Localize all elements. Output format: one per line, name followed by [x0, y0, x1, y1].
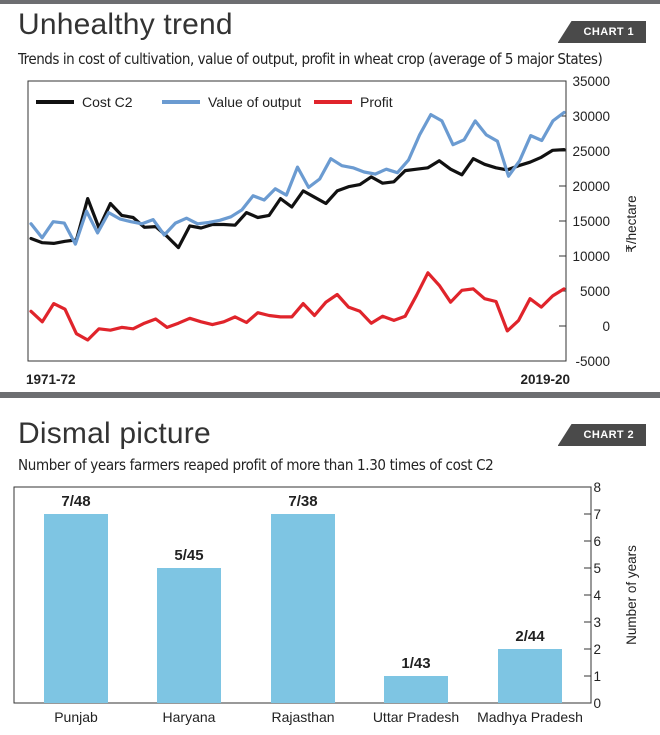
legend-label-2: Profit — [360, 94, 393, 110]
y-tick-label-1: 0 — [602, 319, 610, 334]
legend-label-0: Cost C2 — [82, 94, 133, 110]
x-tick-label-2: Rajasthan — [271, 709, 334, 725]
data-label-1: 5/45 — [174, 547, 203, 564]
y-tick-label-8: 35000 — [572, 74, 610, 89]
y-tick-label-6: 6 — [593, 534, 601, 549]
chart2-tag: CHART 2 — [557, 424, 646, 446]
chart2-title: Dismal picture — [18, 417, 211, 450]
x-tick-label-1: Haryana — [163, 709, 216, 725]
chart2-subtitle: Number of years farmers reaped profit of… — [18, 456, 494, 474]
legend-label-1: Value of output — [208, 94, 301, 110]
series-line-profit — [29, 271, 566, 342]
chart1-title: Unhealthy trend — [18, 8, 233, 41]
chart1-subtitle: Trends in cost of cultivation, value of … — [18, 50, 603, 68]
data-label-3: 1/43 — [401, 655, 430, 672]
y-tick-label-7: 30000 — [572, 109, 610, 124]
chart1-tag: CHART 1 — [557, 21, 646, 43]
bar-madhya-pradesh — [498, 649, 562, 703]
top-rule — [0, 0, 660, 4]
series-line-value-of-output — [29, 110, 566, 246]
bar-punjab — [44, 514, 108, 703]
y-tick-label-2: 5000 — [580, 284, 610, 299]
x-tick-label-start: 1971-72 — [26, 372, 76, 387]
line-chart: -5000 0 5000 10000 15000 20000 25000 30000 35000… — [26, 74, 639, 387]
data-label-0: 7/48 — [61, 493, 90, 510]
x-tick-label-end: 2019-20 — [520, 372, 570, 387]
y-tick-label-0: -5000 — [575, 354, 610, 369]
y-tick-label-3: 10000 — [572, 249, 610, 264]
x-tick-label-4: Madhya Pradesh — [477, 709, 583, 725]
y-tick-label-5: 20000 — [572, 179, 610, 194]
y-tick-label-3: 3 — [593, 615, 601, 630]
y-tick-label-2: 2 — [593, 642, 601, 657]
y-tick-label-1: 1 — [593, 669, 601, 684]
x-tick-label-3: Uttar Pradesh — [373, 709, 459, 725]
y-tick-label-8: 8 — [593, 480, 601, 495]
y-axis-label: Number of years — [624, 545, 639, 645]
series-line-cost-c2 — [29, 148, 566, 250]
y-tick-label-4: 4 — [593, 588, 601, 603]
y-axis-label: ₹/hectare — [624, 195, 639, 252]
y-tick-label-7: 7 — [593, 507, 601, 522]
bar-rajasthan — [271, 514, 335, 703]
y-tick-label-5: 5 — [593, 561, 601, 576]
bar-haryana — [157, 568, 221, 703]
data-label-2: 7/38 — [288, 493, 317, 510]
y-tick-label-0: 0 — [593, 696, 601, 711]
section-divider — [0, 392, 660, 398]
x-tick-label-0: Punjab — [54, 709, 98, 725]
data-label-4: 2/44 — [515, 628, 545, 645]
bar-uttar-pradesh — [384, 676, 448, 703]
y-tick-label-4: 15000 — [572, 214, 610, 229]
y-tick-label-6: 25000 — [572, 144, 610, 159]
